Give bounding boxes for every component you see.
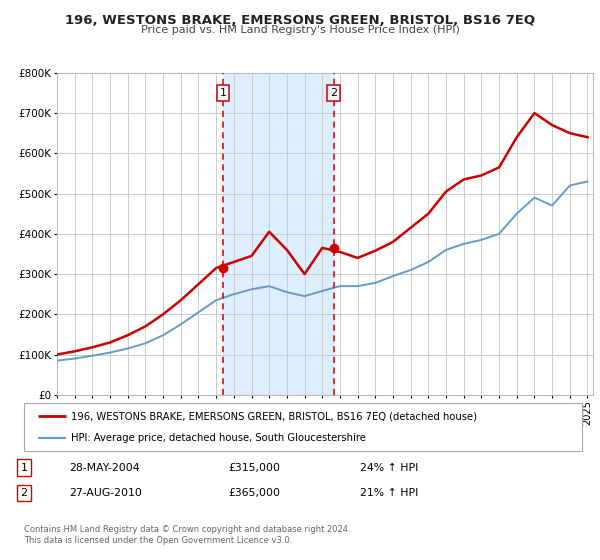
- Text: 27-AUG-2010: 27-AUG-2010: [69, 488, 142, 498]
- Text: 2: 2: [330, 88, 337, 98]
- Text: Price paid vs. HM Land Registry's House Price Index (HPI): Price paid vs. HM Land Registry's House …: [140, 25, 460, 35]
- Bar: [223, 73, 334, 395]
- FancyBboxPatch shape: [24, 403, 582, 451]
- Text: 1: 1: [220, 88, 227, 98]
- Text: 1: 1: [20, 463, 28, 473]
- Text: 28-MAY-2004: 28-MAY-2004: [69, 463, 140, 473]
- Text: 2: 2: [20, 488, 28, 498]
- Text: 24% ↑ HPI: 24% ↑ HPI: [360, 463, 418, 473]
- Text: 196, WESTONS BRAKE, EMERSONS GREEN, BRISTOL, BS16 7EQ: 196, WESTONS BRAKE, EMERSONS GREEN, BRIS…: [65, 14, 535, 27]
- Text: £365,000: £365,000: [228, 488, 280, 498]
- Text: Contains HM Land Registry data © Crown copyright and database right 2024.
This d: Contains HM Land Registry data © Crown c…: [24, 525, 350, 545]
- Text: 196, WESTONS BRAKE, EMERSONS GREEN, BRISTOL, BS16 7EQ (detached house): 196, WESTONS BRAKE, EMERSONS GREEN, BRIS…: [71, 411, 478, 421]
- Text: 21% ↑ HPI: 21% ↑ HPI: [360, 488, 418, 498]
- Text: £315,000: £315,000: [228, 463, 280, 473]
- Text: HPI: Average price, detached house, South Gloucestershire: HPI: Average price, detached house, Sout…: [71, 433, 367, 443]
